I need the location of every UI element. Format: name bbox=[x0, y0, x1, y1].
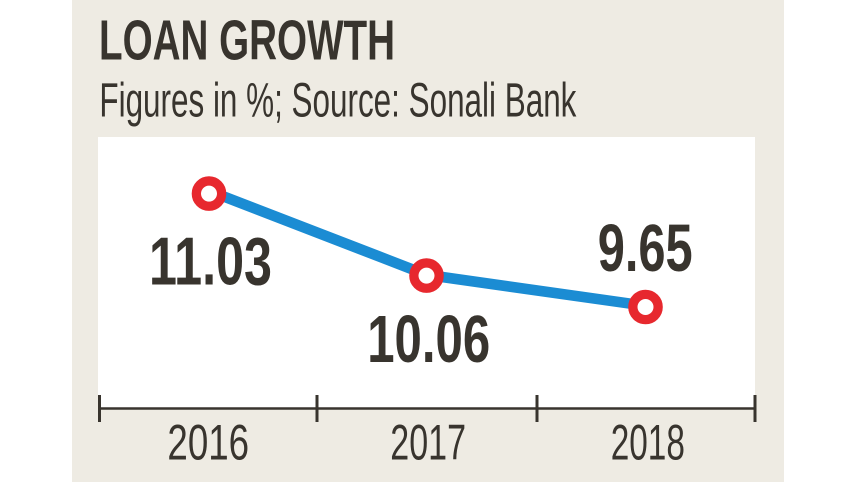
svg-text:11.03: 11.03 bbox=[149, 223, 272, 299]
svg-text:2016: 2016 bbox=[167, 413, 249, 470]
svg-text:2018: 2018 bbox=[611, 413, 685, 470]
svg-text:10.06: 10.06 bbox=[367, 303, 490, 377]
svg-text:LOAN GROWTH: LOAN GROWTH bbox=[99, 9, 395, 72]
svg-text:Figures in %; Source: Sonali B: Figures in %; Source: Sonali Bank bbox=[99, 74, 577, 127]
svg-text:9.65: 9.65 bbox=[598, 212, 693, 286]
svg-text:2017: 2017 bbox=[390, 413, 466, 470]
